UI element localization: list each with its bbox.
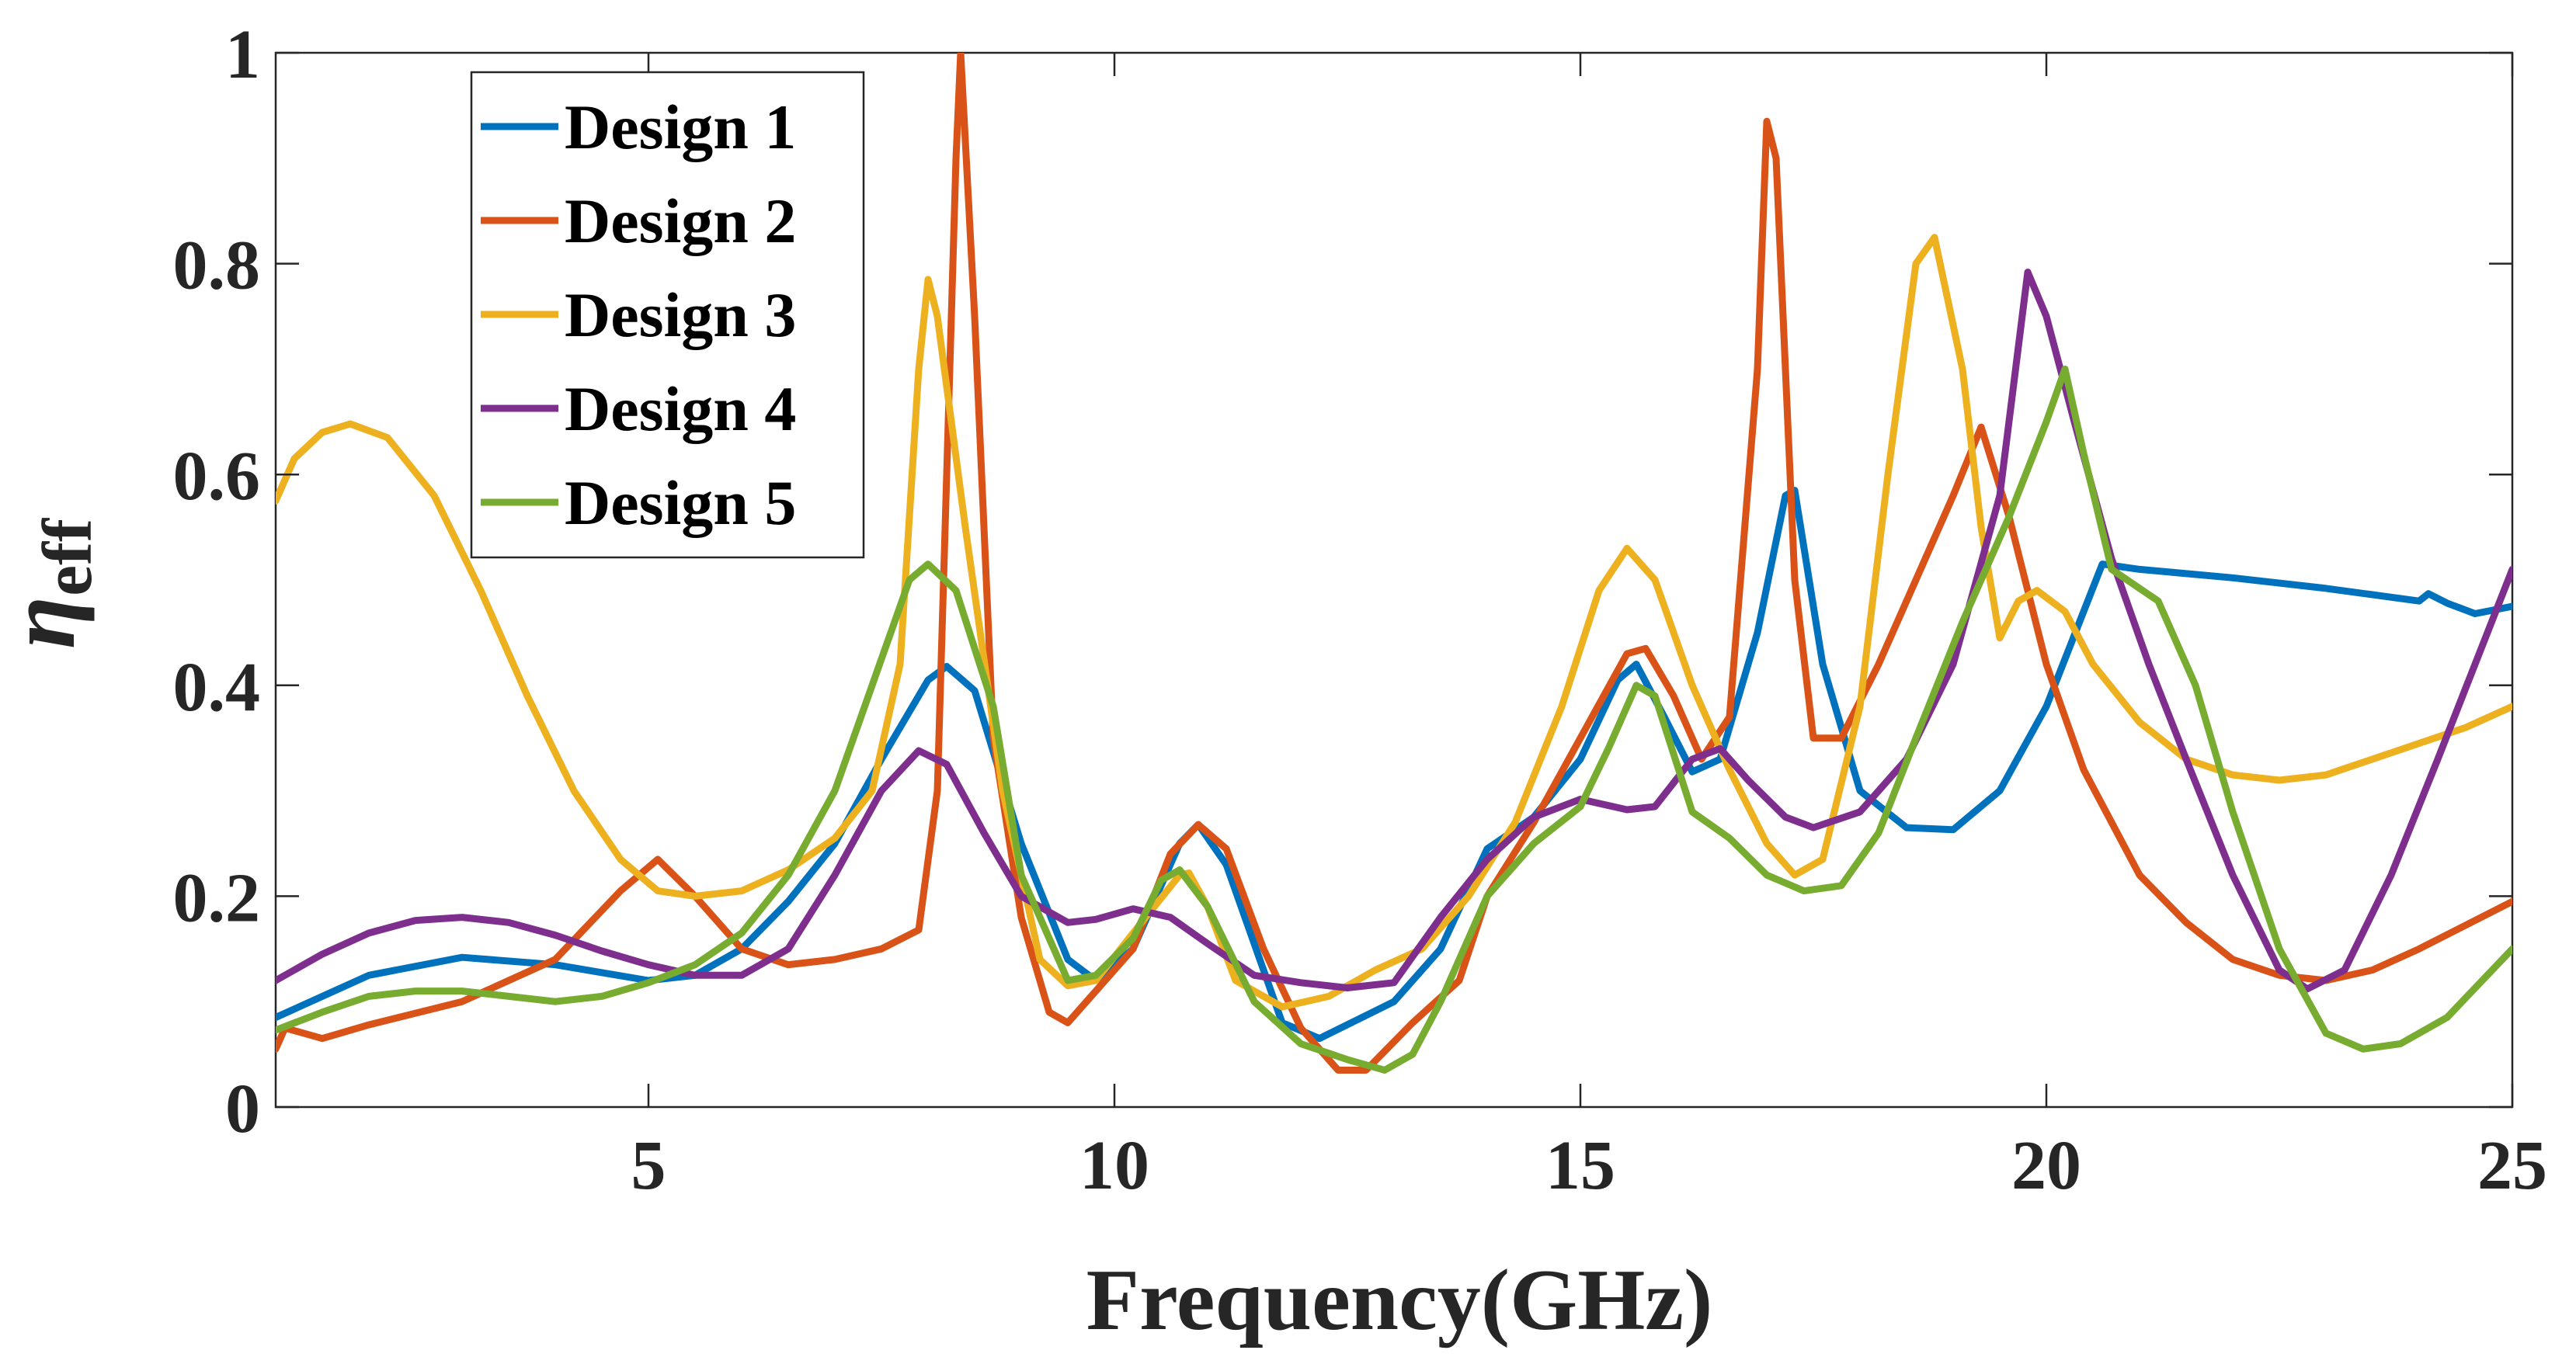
legend-label: Design 4 (565, 373, 796, 444)
y-axis-title: ηeff (0, 518, 106, 649)
series-layer (276, 53, 2512, 1074)
y-tick-label: 0.2 (173, 859, 261, 936)
x-tick-label: 10 (1079, 1127, 1149, 1204)
x-tick-label: 20 (2011, 1127, 2081, 1204)
series-line-design-5 (276, 365, 2512, 1074)
series-line-design-3 (276, 234, 2512, 1011)
y-axis-title-subscript: eff (30, 518, 106, 596)
y-tick-label: 0 (225, 1071, 260, 1147)
series-line-design-4 (276, 269, 2512, 993)
legend-label: Design 5 (565, 467, 796, 538)
y-tick-label: 1 (225, 16, 260, 93)
plot-frame (274, 51, 2514, 1109)
svg-text:ηeff: ηeff (0, 518, 106, 649)
x-tick-label: 5 (631, 1127, 666, 1204)
y-tick-label: 0.4 (173, 649, 261, 726)
x-axis-title: Frequency(GHz) (1086, 1252, 1713, 1348)
legend: Design 1 Design 2 Design 3 Design 4 Design 5 (470, 71, 865, 559)
y-tick-label: 0.6 (173, 438, 261, 515)
x-tick-label: 25 (2477, 1127, 2547, 1204)
tick-layer: 5 10 15 20 25 0 0.2 0.4 0.6 0.8 1 (173, 16, 2548, 1204)
legend-label: Design 2 (565, 186, 796, 256)
y-axis-title-symbol: η (0, 596, 95, 649)
legend-label: Design 3 (565, 279, 796, 350)
x-tick-label: 15 (1545, 1127, 1615, 1204)
axes-box (274, 51, 2514, 1109)
y-tick-label: 0.8 (173, 227, 261, 304)
legend-label: Design 1 (565, 92, 796, 162)
